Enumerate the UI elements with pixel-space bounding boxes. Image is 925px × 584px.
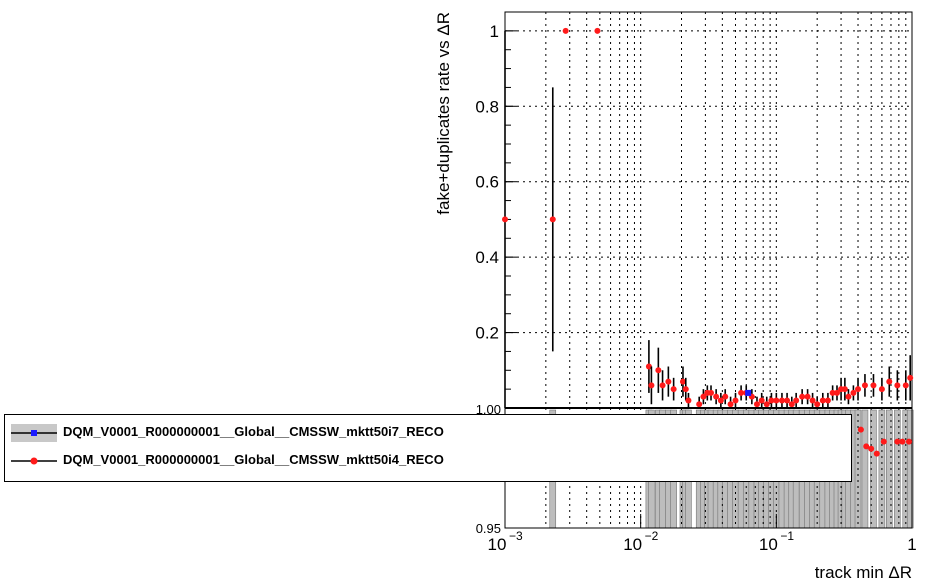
- data-point: [778, 397, 785, 404]
- data-point: [886, 378, 893, 385]
- data-point: [824, 397, 831, 404]
- data-point: [502, 216, 508, 223]
- y-tick-label: 0.8: [475, 97, 499, 116]
- ratio-point: [863, 443, 870, 450]
- data-point: [753, 401, 760, 408]
- ratio-point: [868, 445, 875, 452]
- legend-entry: DQM_V0001_R000000001__Global__CMSSW_mktt…: [5, 422, 851, 446]
- ratio-point: [899, 438, 906, 445]
- x-tick-label: 10: [623, 535, 642, 554]
- legend-marker-circle-icon: [11, 457, 57, 465]
- data-point: [907, 374, 914, 381]
- data-point: [902, 382, 909, 389]
- ratio-y-tick-label: 0.95: [476, 521, 501, 536]
- data-point: [727, 401, 734, 408]
- data-point: [773, 397, 780, 404]
- y-tick-label: 0.2: [475, 324, 499, 343]
- data-point: [829, 389, 836, 396]
- data-point: [861, 382, 868, 389]
- legend-label: DQM_V0001_R000000001__Global__CMSSW_mktt…: [63, 424, 444, 439]
- ratio-point: [873, 450, 880, 457]
- top-pad-frame: [504, 11, 913, 409]
- data-point: [845, 393, 852, 400]
- data-point: [894, 382, 901, 389]
- legend-entry: DQM_V0001_R000000001__Global__CMSSW_mktt…: [5, 450, 851, 474]
- data-point: [763, 401, 770, 408]
- data-point: [562, 27, 569, 34]
- top-pad-grid: [504, 12, 913, 408]
- y-tick-label: 0.4: [475, 248, 499, 267]
- data-point: [870, 382, 877, 389]
- y-tick-label: 1: [490, 22, 499, 41]
- data-point: [819, 397, 826, 404]
- ratio-y-tick-label: 1.00: [476, 402, 501, 417]
- data-point: [717, 397, 724, 404]
- data-point: [738, 389, 745, 396]
- data-point: [850, 389, 857, 396]
- data-point: [768, 397, 775, 404]
- ratio-band: [894, 409, 901, 529]
- x-tick-label: 10: [759, 535, 778, 554]
- data-point: [793, 397, 800, 404]
- legend-label: DQM_V0001_R000000001__Global__CMSSW_mktt…: [63, 452, 444, 467]
- data-point: [700, 393, 707, 400]
- data-point: [549, 216, 556, 223]
- data-point: [696, 401, 703, 408]
- data-point: [784, 397, 791, 404]
- ratio-point: [857, 426, 864, 433]
- top-pad-border: [504, 11, 913, 409]
- data-point: [655, 367, 662, 374]
- data-point: [758, 397, 765, 404]
- x-tick-exponent: −2: [645, 529, 659, 543]
- x-tick-label: 10: [488, 535, 507, 554]
- data-point: [799, 393, 806, 400]
- data-point: [878, 386, 885, 393]
- data-point: [804, 393, 811, 400]
- x-tick-exponent: −1: [780, 529, 794, 543]
- data-point: [809, 397, 816, 404]
- data-point: [645, 363, 652, 370]
- data-point: [745, 389, 752, 396]
- legend: DQM_V0001_R000000001__Global__CMSSW_mktt…: [4, 414, 852, 482]
- data-point: [722, 393, 729, 400]
- data-point: [665, 378, 672, 385]
- data-point: [855, 386, 862, 393]
- legend-marker-square-icon: [11, 424, 57, 442]
- data-point: [682, 386, 689, 393]
- y-axis-title: fake+duplicates rate vs ΔR: [434, 12, 453, 215]
- data-point: [708, 389, 715, 396]
- data-point: [648, 382, 655, 389]
- ratio-point: [880, 438, 887, 445]
- data-point: [670, 386, 677, 393]
- data-point: [841, 386, 848, 393]
- y-tick-label: 0.6: [475, 173, 499, 192]
- ratio-point: [905, 438, 912, 445]
- top-pad-points: [502, 27, 914, 408]
- data-point: [679, 378, 686, 385]
- x-axis-title: track min ΔR: [815, 563, 912, 582]
- data-point: [713, 393, 720, 400]
- x-tick-exponent: −3: [509, 529, 523, 543]
- data-point: [732, 397, 739, 404]
- data-point: [814, 401, 821, 408]
- x-tick-label: 1: [907, 535, 916, 554]
- data-point: [594, 27, 601, 34]
- data-point: [833, 389, 840, 396]
- data-point: [788, 401, 795, 408]
- ratio-point: [894, 438, 901, 445]
- data-point: [685, 397, 692, 404]
- data-point: [659, 382, 666, 389]
